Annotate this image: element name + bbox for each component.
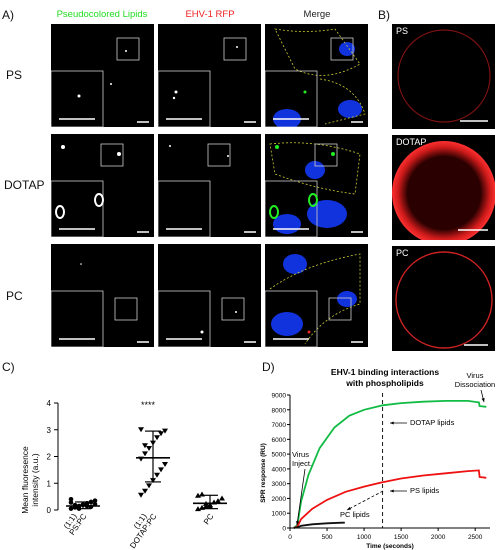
- column-header-rfp: EHV-1 RFP: [185, 9, 235, 20]
- c-ytick-label: 3: [47, 426, 52, 435]
- c-point: [154, 435, 160, 441]
- d-xtick-label: 1500: [394, 534, 409, 541]
- c-ytick-label: 4: [47, 399, 52, 408]
- panel-b-label: B): [378, 8, 390, 22]
- c-point: [203, 503, 209, 509]
- column-header-lipids: Pseudocolored Lipids: [56, 9, 148, 20]
- d-ytick-label: 0: [282, 526, 286, 533]
- c-category-label: PC: [202, 512, 216, 526]
- c-ytick-label: 2: [47, 453, 52, 462]
- c-point: [138, 427, 144, 433]
- c-point: [142, 488, 148, 494]
- c-point: [158, 431, 164, 437]
- giant-vesicle-dotap: DOTAP: [392, 135, 495, 240]
- micrograph-ps-merge: [265, 24, 368, 127]
- c-point: [68, 497, 74, 502]
- d-arrow-virus-inject: [296, 468, 306, 526]
- c-point: [162, 462, 168, 468]
- annot-dotap: DOTAP lipids: [410, 418, 455, 427]
- d-arrow-virus-inject-head: [295, 521, 300, 525]
- panel-a-label: A): [2, 8, 14, 22]
- d-xtick-label: 2500: [468, 534, 483, 541]
- c-point: [138, 492, 144, 498]
- d-ytick-label: 9000: [272, 393, 287, 400]
- c-point: [162, 428, 168, 434]
- micrograph-dotap-lipids: [51, 134, 154, 237]
- annot-ps: PS lipids: [410, 486, 439, 495]
- giant-vesicle-pc: PC: [392, 246, 495, 351]
- d-ytick-label: 2000: [272, 496, 287, 503]
- column-header-merge: Merge: [303, 9, 331, 20]
- annot-virus-inject-1: Virus: [292, 450, 309, 459]
- annot-pc: PC lipids: [340, 510, 370, 519]
- micrograph-pc-merge: [265, 244, 368, 347]
- c-ytick-label: 0: [47, 506, 52, 515]
- d-xtick-label: 500: [322, 534, 333, 541]
- vesicle-label-pc: PC: [396, 248, 409, 258]
- d-ylabel: SPR response (RU): [260, 443, 267, 503]
- c-ylabel-1: Mean fluoresence: [20, 446, 30, 514]
- d-title-2: with phospholipids: [345, 378, 424, 388]
- c-point: [195, 506, 201, 512]
- annot-virus-dissoc-2: Dissociation: [455, 380, 495, 389]
- d-series-line: [293, 521, 345, 529]
- micrograph-ps-lipids: [51, 24, 154, 127]
- c-point: [146, 445, 152, 451]
- d-ytick-label: 4000: [272, 466, 287, 473]
- c-point: [68, 506, 74, 511]
- panel-d-label: D): [262, 360, 275, 374]
- d-ytick-label: 3000: [272, 481, 287, 488]
- d-series-line: [293, 469, 487, 529]
- micrograph-dotap-merge: [265, 134, 368, 237]
- d-series-line: [293, 400, 487, 529]
- row-label-dotap: DOTAP: [4, 178, 45, 192]
- c-point: [142, 451, 148, 457]
- d-arrow-ps-to-pc-head: [347, 506, 351, 510]
- panel-c-label: C): [2, 360, 15, 374]
- c-significance: ****: [141, 400, 156, 410]
- c-point: [219, 495, 225, 501]
- d-xtick-label: 2000: [431, 534, 446, 541]
- c-ylabel-2: intensity (a.u.): [30, 453, 40, 507]
- c-point: [195, 492, 201, 498]
- giant-vesicle-ps: PS: [392, 24, 495, 129]
- micrograph-ps-rfp: [158, 24, 261, 127]
- d-xtick-label: 1000: [357, 534, 372, 541]
- d-arrow-dotap-head: [390, 421, 394, 425]
- d-ytick-label: 6000: [272, 437, 287, 444]
- micrograph-dotap-rfp: [158, 134, 261, 237]
- d-ytick-label: 5000: [272, 452, 287, 459]
- row-label-ps: PS: [6, 68, 23, 82]
- c-point: [142, 443, 148, 449]
- c-point: [146, 483, 152, 489]
- d-ytick-label: 8000: [272, 407, 287, 414]
- vesicle-label-ps: PS: [396, 26, 409, 36]
- c-point: [92, 498, 98, 503]
- c-point: [158, 467, 164, 473]
- c-point: [68, 500, 74, 505]
- micrograph-pc-lipids: [51, 244, 154, 347]
- spr-chart-d: EHV-1 binding interactions with phosphol…: [260, 367, 495, 550]
- micrograph-pc-rfp: [158, 244, 261, 347]
- d-arrow-ps-head: [390, 489, 394, 493]
- annot-virus-dissoc-1: Virus: [467, 371, 484, 380]
- c-point: [215, 498, 221, 504]
- c-ytick-label: 1: [47, 479, 52, 488]
- d-arrow-ps-to-pc: [346, 490, 384, 511]
- d-xlabel: Time (seconds): [366, 543, 414, 550]
- d-title-1: EHV-1 binding interactions: [331, 367, 439, 377]
- d-ytick-label: 7000: [272, 422, 287, 429]
- d-ytick-label: 1000: [272, 511, 287, 518]
- c-point: [72, 502, 78, 508]
- vesicle-label-dotap: DOTAP: [396, 137, 427, 147]
- d-xtick-label: 0: [288, 534, 292, 541]
- annot-virus-inject-2: Inject.: [292, 459, 312, 468]
- c-point: [154, 472, 160, 478]
- d-arrow-dissociation-head: [481, 398, 485, 402]
- row-label-pc: PC: [6, 289, 23, 303]
